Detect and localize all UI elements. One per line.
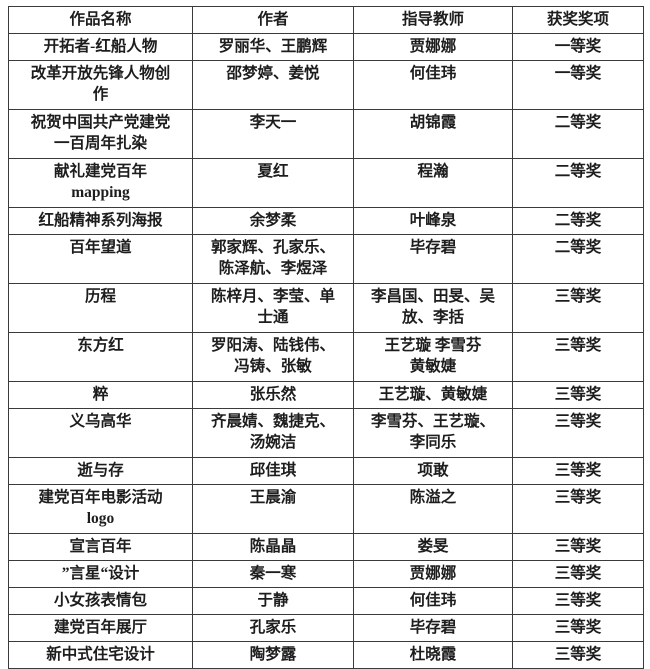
cell-title: 义乌高华 xyxy=(8,408,193,458)
table-row: 义乌高华 齐晨婧、魏捷克、 汤婉洁 李雪芬、王艺璇、 李同乐 三等奖 xyxy=(8,408,644,458)
cell-author: 李天一 xyxy=(192,109,354,159)
cell-author: 齐晨婧、魏捷克、 汤婉洁 xyxy=(192,408,354,458)
cell-mentor: 王艺璇 李雪芬 黄敏婕 xyxy=(353,332,513,382)
cell-award: 二等奖 xyxy=(512,234,644,284)
column-header-author: 作者 xyxy=(192,6,354,34)
cell-award: 二等奖 xyxy=(512,109,644,159)
cell-mentor: 李昌国、田旻、吴 放、李括 xyxy=(353,283,513,333)
table-row: 逝与存 邱佳琪 项敢 三等奖 xyxy=(8,457,644,485)
cell-award: 二等奖 xyxy=(512,207,644,235)
cell-author: 王晨渝 xyxy=(192,484,354,534)
cell-award: 三等奖 xyxy=(512,457,644,485)
cell-title: 历程 xyxy=(8,283,193,333)
cell-mentor: 贾娜娜 xyxy=(353,33,513,61)
cell-mentor: 杜晓霞 xyxy=(353,641,513,669)
cell-award: 三等奖 xyxy=(512,283,644,333)
table-row: 建党百年电影活动 logo 王晨渝 陈溢之 三等奖 xyxy=(8,484,644,534)
cell-title: 逝与存 xyxy=(8,457,193,485)
table-row: 建党百年展厅 孔家乐 毕存碧 三等奖 xyxy=(8,614,644,642)
cell-award: 一等奖 xyxy=(512,60,644,110)
table-header: 作品名称 作者 指导教师 获奖奖项 xyxy=(8,6,644,34)
cell-award: 三等奖 xyxy=(512,381,644,409)
cell-author: 郭家辉、孔家乐、 陈泽航、李煜泽 xyxy=(192,234,354,284)
cell-award: 三等奖 xyxy=(512,587,644,615)
cell-award: 三等奖 xyxy=(512,533,644,561)
cell-award: 三等奖 xyxy=(512,641,644,669)
cell-mentor: 娄旻 xyxy=(353,533,513,561)
cell-title: 新中式住宅设计 xyxy=(8,641,193,669)
cell-mentor: 项敢 xyxy=(353,457,513,485)
table-row: 祝贺中国共产党建党 一百周年扎染 李天一 胡锦霞 二等奖 xyxy=(8,109,644,159)
cell-author: 陶梦露 xyxy=(192,641,354,669)
cell-author: 罗阳涛、陆钱伟、 冯铸、张敏 xyxy=(192,332,354,382)
cell-award: 三等奖 xyxy=(512,484,644,534)
cell-title: 开拓者-红船人物 xyxy=(8,33,193,61)
table-header-row: 作品名称 作者 指导教师 获奖奖项 xyxy=(8,6,644,34)
cell-author: 陈晶晶 xyxy=(192,533,354,561)
cell-author: 秦一寒 xyxy=(192,560,354,588)
cell-mentor: 何佳玮 xyxy=(353,587,513,615)
cell-title: 红船精神系列海报 xyxy=(8,207,193,235)
cell-author: 余梦柔 xyxy=(192,207,354,235)
cell-award: 三等奖 xyxy=(512,614,644,642)
cell-title: 东方红 xyxy=(8,332,193,382)
cell-award: 一等奖 xyxy=(512,33,644,61)
cell-mentor: 王艺璇、黄敏婕 xyxy=(353,381,513,409)
cell-title: 宣言百年 xyxy=(8,533,193,561)
table-row: 红船精神系列海报 余梦柔 叶峰泉 二等奖 xyxy=(8,207,644,235)
cell-title: ”言星“设计 xyxy=(8,560,193,588)
cell-award: 三等奖 xyxy=(512,332,644,382)
table-row: 历程 陈梓月、李莹、单 士通 李昌国、田旻、吴 放、李括 三等奖 xyxy=(8,283,644,333)
table-row: 新中式住宅设计 陶梦露 杜晓霞 三等奖 xyxy=(8,641,644,669)
table-row: 小女孩表情包 于静 何佳玮 三等奖 xyxy=(8,587,644,615)
cell-award: 三等奖 xyxy=(512,560,644,588)
table-row: 东方红 罗阳涛、陆钱伟、 冯铸、张敏 王艺璇 李雪芬 黄敏婕 三等奖 xyxy=(8,332,644,382)
cell-author: 于静 xyxy=(192,587,354,615)
cell-title: 建党百年展厅 xyxy=(8,614,193,642)
column-header-award: 获奖奖项 xyxy=(512,6,644,34)
table-row: 开拓者-红船人物 罗丽华、王鹏辉 贾娜娜 一等奖 xyxy=(8,33,644,61)
cell-author: 张乐然 xyxy=(192,381,354,409)
cell-author: 邱佳琪 xyxy=(192,457,354,485)
column-header-title: 作品名称 xyxy=(8,6,193,34)
table-row: 粹 张乐然 王艺璇、黄敏婕 三等奖 xyxy=(8,381,644,409)
cell-author: 孔家乐 xyxy=(192,614,354,642)
cell-title: 粹 xyxy=(8,381,193,409)
award-table-container: 作品名称 作者 指导教师 获奖奖项 开拓者-红船人物 罗丽华、王鹏辉 贾娜娜 一… xyxy=(8,6,644,669)
cell-award: 二等奖 xyxy=(512,158,644,208)
cell-mentor: 叶峰泉 xyxy=(353,207,513,235)
cell-title: 祝贺中国共产党建党 一百周年扎染 xyxy=(8,109,193,159)
cell-title: 献礼建党百年 mapping xyxy=(8,158,193,208)
cell-mentor: 毕存碧 xyxy=(353,234,513,284)
cell-title: 百年望道 xyxy=(8,234,193,284)
cell-mentor: 何佳玮 xyxy=(353,60,513,110)
cell-mentor: 陈溢之 xyxy=(353,484,513,534)
table-body: 开拓者-红船人物 罗丽华、王鹏辉 贾娜娜 一等奖 改革开放先锋人物创 作 邵梦婷… xyxy=(8,33,644,669)
table-row: 献礼建党百年 mapping 夏红 程瀚 二等奖 xyxy=(8,158,644,208)
cell-author: 邵梦婷、姜悦 xyxy=(192,60,354,110)
table-row: 宣言百年 陈晶晶 娄旻 三等奖 xyxy=(8,533,644,561)
table-row: ”言星“设计 秦一寒 贾娜娜 三等奖 xyxy=(8,560,644,588)
cell-mentor: 贾娜娜 xyxy=(353,560,513,588)
award-results-table: 作品名称 作者 指导教师 获奖奖项 开拓者-红船人物 罗丽华、王鹏辉 贾娜娜 一… xyxy=(8,6,644,669)
column-header-mentor: 指导教师 xyxy=(353,6,513,34)
cell-title: 建党百年电影活动 logo xyxy=(8,484,193,534)
cell-title: 改革开放先锋人物创 作 xyxy=(8,60,193,110)
cell-mentor: 胡锦霞 xyxy=(353,109,513,159)
table-row: 改革开放先锋人物创 作 邵梦婷、姜悦 何佳玮 一等奖 xyxy=(8,60,644,110)
cell-mentor: 程瀚 xyxy=(353,158,513,208)
table-row: 百年望道 郭家辉、孔家乐、 陈泽航、李煜泽 毕存碧 二等奖 xyxy=(8,234,644,284)
cell-mentor: 李雪芬、王艺璇、 李同乐 xyxy=(353,408,513,458)
cell-author: 罗丽华、王鹏辉 xyxy=(192,33,354,61)
cell-author: 夏红 xyxy=(192,158,354,208)
cell-author: 陈梓月、李莹、单 士通 xyxy=(192,283,354,333)
cell-mentor: 毕存碧 xyxy=(353,614,513,642)
cell-award: 三等奖 xyxy=(512,408,644,458)
cell-title: 小女孩表情包 xyxy=(8,587,193,615)
